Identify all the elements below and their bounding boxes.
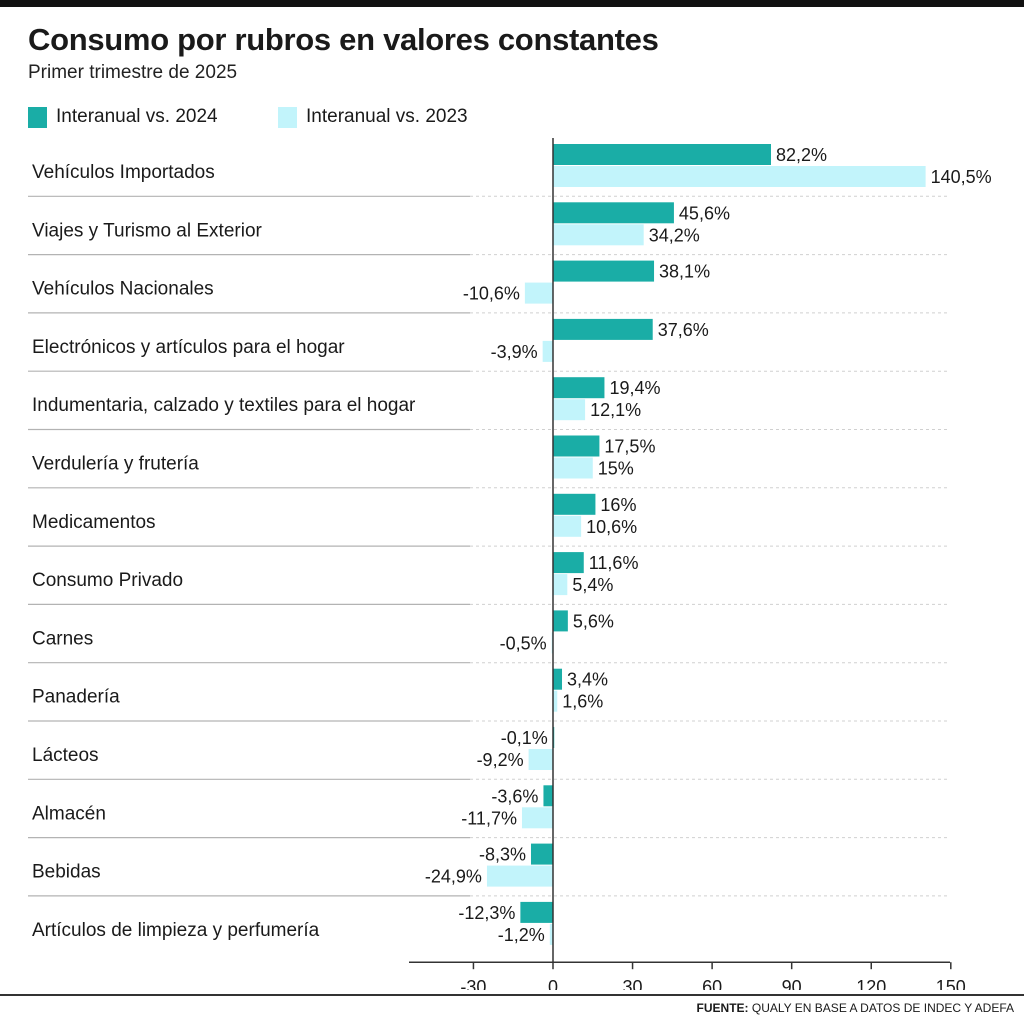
value-label-2023: -24,9% bbox=[425, 867, 482, 887]
bar-2024 bbox=[553, 668, 563, 690]
value-label-2023: 12,1% bbox=[590, 400, 641, 420]
value-label-2024: 37,6% bbox=[658, 320, 709, 340]
value-label-2024: 19,4% bbox=[609, 378, 660, 398]
bar-2023 bbox=[553, 399, 586, 421]
value-label-2023: 15% bbox=[598, 459, 634, 479]
bar-2024 bbox=[553, 610, 568, 632]
value-label-2024: -0,1% bbox=[501, 728, 548, 748]
bar-2023 bbox=[553, 457, 593, 479]
value-label-2023: 140,5% bbox=[931, 167, 992, 187]
value-label-2023: -10,6% bbox=[463, 284, 520, 304]
value-label-2023: -0,5% bbox=[500, 633, 547, 653]
bar-2024 bbox=[553, 318, 653, 340]
bar-2023 bbox=[524, 282, 553, 304]
source-note: FUENTE: QUALY EN BASE A DATOS DE INDEC Y… bbox=[697, 1001, 1014, 1015]
bar-2023 bbox=[486, 865, 553, 887]
bar-2023 bbox=[553, 574, 568, 596]
legend-label-2024: Interanual vs. 2024 bbox=[56, 106, 218, 127]
category-label: Almacén bbox=[32, 803, 106, 824]
category-label: Electrónicos y artículos para el hogar bbox=[32, 337, 345, 358]
x-tick-label: 90 bbox=[782, 977, 802, 990]
value-label-2023: -3,9% bbox=[491, 342, 538, 362]
value-label-2024: 11,6% bbox=[589, 553, 639, 573]
value-label-2023: -11,7% bbox=[461, 808, 517, 828]
x-tick-label: 60 bbox=[702, 977, 722, 990]
category-label: Carnes bbox=[32, 628, 93, 649]
bar-2023 bbox=[553, 515, 582, 537]
x-tick-label: 120 bbox=[856, 977, 886, 990]
source-label: FUENTE: bbox=[696, 1001, 749, 1015]
bar-2024 bbox=[553, 552, 584, 574]
x-tick-label: 30 bbox=[623, 977, 643, 990]
category-label: Indumentaria, calzado y textiles para el… bbox=[32, 395, 416, 416]
value-label-2024: -12,3% bbox=[458, 903, 515, 923]
legend-label-2023: Interanual vs. 2023 bbox=[306, 106, 468, 127]
value-label-2024: 5,6% bbox=[573, 611, 614, 631]
legend-swatch-2024 bbox=[28, 106, 47, 128]
category-label: Bebidas bbox=[32, 862, 101, 883]
legend-item-2023: Interanual vs. 2023 bbox=[278, 105, 468, 129]
value-label-2024: 45,6% bbox=[679, 203, 730, 223]
bar-chart: Vehículos Importados 82,2% 140,5% Viajes y … bbox=[28, 138, 992, 990]
category-label: Medicamentos bbox=[32, 512, 156, 533]
bar-2024 bbox=[553, 144, 771, 165]
value-label-2024: 3,4% bbox=[567, 670, 608, 690]
bar-2024 bbox=[520, 901, 553, 923]
legend-swatch-2023 bbox=[278, 106, 297, 128]
bar-2024 bbox=[530, 843, 553, 865]
source-text: QUALY EN BASE A DATOS DE INDEC Y ADEFA bbox=[751, 1001, 1014, 1015]
bar-2024 bbox=[543, 785, 553, 807]
x-tick-label: 150 bbox=[936, 977, 966, 990]
category-label: Artículos de limpieza y perfumería bbox=[32, 920, 320, 941]
bar-2023 bbox=[553, 690, 558, 712]
chart-title: Consumo por rubros en valores constantes bbox=[28, 22, 659, 57]
x-tick-label: -30 bbox=[460, 977, 486, 990]
top-rule bbox=[0, 0, 1024, 7]
bar-2023 bbox=[553, 166, 926, 187]
bar-2024 bbox=[553, 435, 600, 457]
bar-2023 bbox=[521, 807, 553, 829]
value-label-2023: -9,2% bbox=[477, 750, 524, 770]
category-label: Vehículos Importados bbox=[32, 162, 215, 183]
bar-2024 bbox=[553, 493, 596, 515]
bar-2023 bbox=[542, 340, 553, 362]
value-label-2024: 82,2% bbox=[776, 145, 827, 165]
value-label-2023: 34,2% bbox=[649, 225, 700, 245]
value-label-2023: 5,4% bbox=[572, 575, 613, 595]
bar-2024 bbox=[553, 260, 655, 282]
chart-subtitle: Primer trimestre de 2025 bbox=[28, 62, 238, 83]
category-label: Vehículos Nacionales bbox=[32, 279, 214, 300]
footer-rule bbox=[0, 994, 1024, 996]
value-label-2024: -8,3% bbox=[479, 845, 526, 865]
bar-2023 bbox=[553, 224, 644, 246]
bar-2023 bbox=[528, 749, 553, 770]
x-tick-label: 0 bbox=[548, 977, 558, 990]
value-label-2024: -3,6% bbox=[491, 786, 538, 806]
category-label: Viajes y Turismo al Exterior bbox=[32, 220, 263, 241]
value-label-2024: 16% bbox=[600, 495, 636, 515]
legend-item-2024: Interanual vs. 2024 bbox=[28, 105, 218, 129]
bar-2024 bbox=[553, 377, 605, 399]
category-label: Panadería bbox=[32, 687, 120, 708]
bar-2024 bbox=[553, 202, 674, 224]
value-label-2024: 17,5% bbox=[604, 437, 655, 457]
value-label-2024: 38,1% bbox=[659, 262, 710, 282]
bar-2023 bbox=[549, 923, 553, 945]
value-label-2023: -1,2% bbox=[498, 925, 545, 945]
value-label-2023: 10,6% bbox=[586, 517, 637, 537]
category-label: Lácteos bbox=[32, 745, 99, 766]
category-label: Consumo Privado bbox=[32, 570, 183, 591]
value-label-2023: 1,6% bbox=[562, 692, 603, 712]
category-label: Verdulería y frutería bbox=[32, 454, 199, 475]
